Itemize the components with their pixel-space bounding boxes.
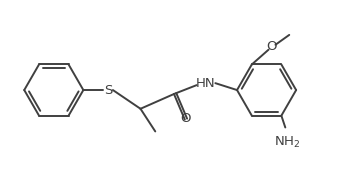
Text: HN: HN — [196, 77, 215, 90]
Text: O: O — [266, 40, 277, 53]
Text: S: S — [104, 84, 112, 96]
Text: O: O — [181, 111, 191, 125]
Text: NH$_2$: NH$_2$ — [274, 135, 300, 151]
